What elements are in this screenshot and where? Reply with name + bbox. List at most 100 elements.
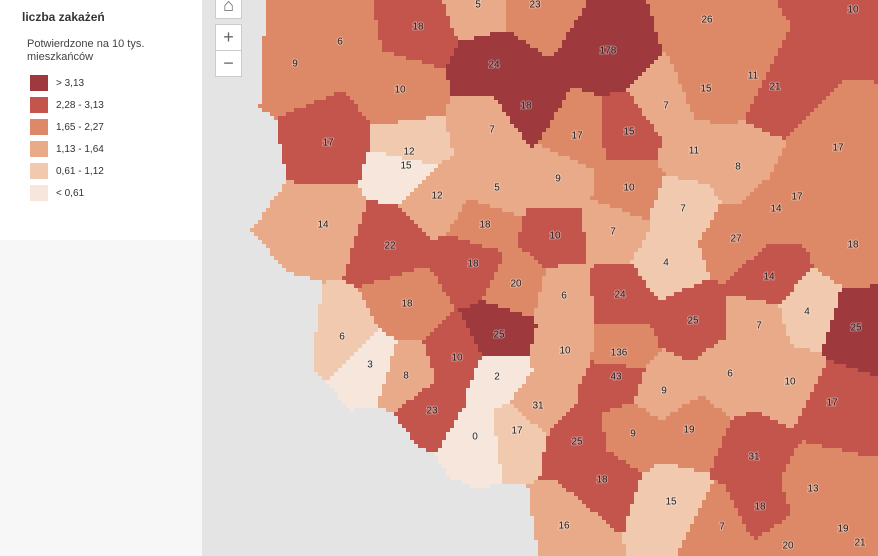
land — [282, 488, 366, 492]
region — [262, 52, 318, 56]
region — [750, 352, 774, 356]
region-label: 27 — [730, 234, 742, 245]
land — [202, 288, 278, 292]
region — [650, 412, 670, 416]
region — [814, 384, 878, 388]
region — [494, 420, 530, 424]
region — [874, 80, 878, 84]
region-label: 10 — [451, 353, 463, 364]
zoom-in-button[interactable]: + — [215, 24, 242, 51]
land — [290, 500, 346, 504]
region — [322, 376, 330, 380]
region — [546, 432, 550, 436]
region — [702, 352, 750, 356]
land — [202, 528, 302, 532]
region — [566, 488, 638, 492]
region — [382, 40, 458, 44]
land — [262, 424, 342, 428]
region — [698, 512, 738, 516]
region — [586, 232, 646, 236]
region — [642, 244, 698, 248]
region — [422, 340, 474, 344]
land — [202, 148, 282, 152]
region — [650, 120, 690, 124]
region — [322, 60, 374, 64]
region — [798, 224, 822, 228]
region — [722, 436, 798, 440]
region — [266, 0, 294, 4]
region — [478, 360, 530, 364]
region — [718, 280, 726, 284]
region — [838, 552, 878, 556]
region — [498, 436, 546, 440]
region — [738, 120, 746, 124]
region — [606, 436, 662, 440]
region — [534, 320, 594, 324]
region — [278, 136, 370, 140]
region — [370, 124, 446, 128]
region — [858, 524, 878, 528]
region — [378, 56, 406, 60]
land — [294, 512, 318, 516]
region — [486, 300, 538, 304]
region — [466, 324, 538, 328]
region — [618, 456, 662, 460]
region — [546, 444, 606, 448]
region — [286, 176, 362, 180]
region — [398, 416, 458, 420]
land — [438, 492, 478, 496]
region — [494, 424, 538, 428]
region — [778, 4, 878, 8]
region — [806, 440, 878, 444]
region — [590, 404, 622, 408]
land — [362, 472, 378, 476]
region — [582, 228, 650, 232]
region — [750, 532, 762, 536]
region — [590, 364, 626, 368]
region — [658, 336, 726, 340]
region — [670, 56, 722, 60]
region — [726, 324, 786, 328]
region — [758, 24, 790, 28]
region — [590, 272, 638, 276]
region — [382, 388, 422, 392]
region — [446, 12, 506, 16]
land — [202, 156, 282, 160]
region — [350, 96, 450, 100]
region — [842, 76, 878, 80]
home-button[interactable]: ⌂ — [215, 0, 242, 19]
region — [430, 256, 502, 260]
region — [478, 300, 486, 304]
region-label: 13 — [807, 484, 819, 495]
region-label: 9 — [292, 59, 298, 70]
region — [782, 488, 854, 492]
region — [346, 264, 430, 268]
region — [542, 284, 590, 288]
region — [378, 20, 450, 24]
land — [302, 536, 386, 540]
region — [762, 232, 806, 236]
region — [582, 12, 650, 16]
region — [802, 156, 878, 160]
region — [530, 44, 562, 48]
region-label: 19 — [683, 425, 695, 436]
zoom-out-button[interactable]: − — [215, 50, 242, 77]
region — [518, 388, 574, 392]
region — [414, 220, 454, 224]
legend-item: < 0,61 — [30, 182, 202, 204]
region-label: 15 — [700, 84, 712, 95]
region — [574, 404, 590, 408]
land — [438, 484, 470, 488]
land — [430, 488, 438, 492]
region — [762, 180, 774, 184]
region — [662, 444, 722, 448]
land — [390, 548, 422, 552]
region — [446, 76, 518, 80]
region-label: 18 — [479, 220, 491, 231]
region — [682, 544, 754, 548]
land — [362, 476, 370, 480]
region — [454, 48, 538, 52]
region — [766, 356, 826, 360]
region — [594, 264, 634, 268]
region — [586, 204, 610, 208]
